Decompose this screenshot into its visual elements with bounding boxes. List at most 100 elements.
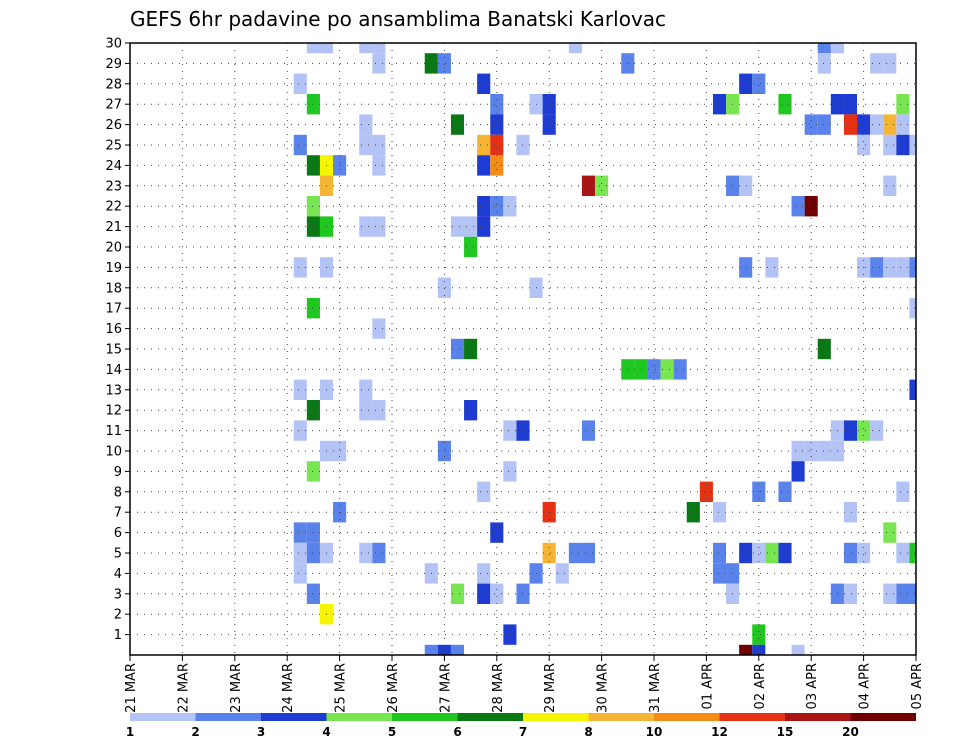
heatmap-cell	[830, 43, 844, 54]
heatmap-cell	[372, 400, 386, 421]
legend-label: 1	[126, 725, 134, 739]
heatmap-cell	[319, 43, 334, 54]
x-tick-label: 05 APR	[910, 663, 925, 709]
heatmap-cell	[490, 114, 504, 135]
heatmap-cell	[712, 542, 727, 564]
heatmap-cell	[359, 542, 373, 564]
heatmap-cell	[817, 43, 831, 54]
heatmap-cell	[450, 644, 465, 655]
grid-lines	[129, 42, 917, 655]
heatmap-cell	[450, 583, 465, 604]
heatmap-cell	[359, 43, 373, 54]
y-tick-label: 4	[114, 567, 122, 582]
heatmap-cell	[896, 583, 910, 604]
y-tick-label: 28	[105, 77, 122, 92]
x-tick-label: 23 MAR	[229, 663, 244, 713]
heatmap-cell	[804, 114, 818, 135]
heatmap-cell	[673, 359, 687, 380]
heatmap-cell	[581, 175, 596, 196]
heatmap-cell	[896, 114, 910, 135]
y-tick-label: 22	[105, 200, 122, 215]
heatmap-cell	[503, 196, 517, 217]
y-tick-label: 1	[114, 628, 122, 643]
legend-label: 2	[191, 725, 199, 739]
heatmap-cell	[490, 155, 504, 176]
heatmap-cell	[568, 43, 582, 54]
heatmap-cell	[843, 583, 858, 604]
heatmap-cell	[372, 53, 386, 74]
heatmap-cell	[464, 400, 478, 421]
heatmap-cell	[883, 583, 897, 604]
heatmap-cell	[293, 257, 307, 278]
heatmap-cell	[490, 196, 504, 217]
x-tick-label: 30 MAR	[596, 663, 611, 713]
heatmap-cell	[542, 94, 556, 115]
heatmap-cell	[490, 522, 504, 543]
heatmap-cell	[372, 134, 386, 156]
heatmap-cell	[424, 644, 438, 655]
heatmap-cell	[568, 542, 582, 564]
x-tick-label: 04 APR	[858, 663, 873, 709]
legend-swatch	[130, 713, 196, 721]
heatmap-cell	[359, 400, 373, 421]
heatmap-cell	[437, 277, 451, 298]
heatmap-cell	[306, 43, 320, 54]
heatmap-cell	[791, 644, 805, 655]
heatmap-cell	[804, 440, 818, 462]
legend-label: 5	[388, 725, 396, 739]
heatmap-cell	[817, 114, 831, 135]
heatmap-cell	[490, 134, 504, 156]
y-tick-label: 9	[114, 465, 122, 480]
y-tick-label: 16	[105, 322, 122, 337]
heatmap-cell	[293, 522, 307, 543]
heatmap-cell	[778, 481, 792, 502]
heatmap-cell	[581, 420, 596, 441]
y-tick-label: 11	[105, 424, 122, 439]
heatmap-cell	[359, 379, 373, 400]
x-tick-label: 03 APR	[805, 663, 820, 709]
legend-swatch	[588, 713, 654, 721]
heatmap-cell	[306, 583, 320, 604]
legend-swatch	[719, 713, 785, 721]
legend-swatch	[785, 713, 851, 721]
heatmap-cell	[817, 338, 831, 360]
y-tick-label: 26	[105, 118, 122, 133]
heatmap-cell	[477, 583, 491, 604]
heatmap-cell	[581, 542, 596, 564]
y-tick-label: 23	[105, 179, 122, 194]
heatmap-cell	[450, 338, 465, 360]
legend-label: 3	[257, 725, 265, 739]
legend-label: 8	[584, 725, 592, 739]
heatmap-cell	[778, 94, 792, 115]
heatmap-cell	[450, 114, 465, 135]
legend-label: 7	[519, 725, 527, 739]
heatmap-cell	[293, 134, 307, 156]
heatmap-cell	[909, 379, 916, 400]
heatmap-cell	[843, 94, 858, 115]
heatmap-cell	[739, 175, 753, 196]
y-tick-label: 5	[114, 547, 122, 562]
heatmap-cell	[909, 542, 916, 564]
heatmap-cell	[293, 542, 307, 564]
heatmap-cell	[333, 155, 347, 176]
y-tick-label: 6	[114, 526, 122, 541]
legend-swatch	[654, 713, 720, 721]
legend-label: 6	[453, 725, 461, 739]
heatmap-cell	[464, 216, 478, 237]
legend-label: 10	[646, 725, 663, 739]
heatmap-cell	[359, 114, 373, 135]
heatmap-cell	[804, 196, 818, 217]
heatmap-cell	[372, 155, 386, 176]
heatmap-cell	[791, 440, 805, 462]
legend-swatch	[523, 713, 589, 721]
heatmap-cell	[306, 298, 320, 319]
y-tick-label: 24	[105, 159, 122, 174]
heatmap-cell	[306, 155, 320, 176]
heatmap-cell	[883, 134, 897, 156]
x-tick-label: 21 MAR	[124, 663, 139, 713]
legend-swatch	[392, 713, 458, 721]
y-tick-label: 13	[105, 383, 122, 398]
legend-swatch	[195, 713, 261, 721]
x-tick-label: 31 MAR	[648, 663, 663, 713]
